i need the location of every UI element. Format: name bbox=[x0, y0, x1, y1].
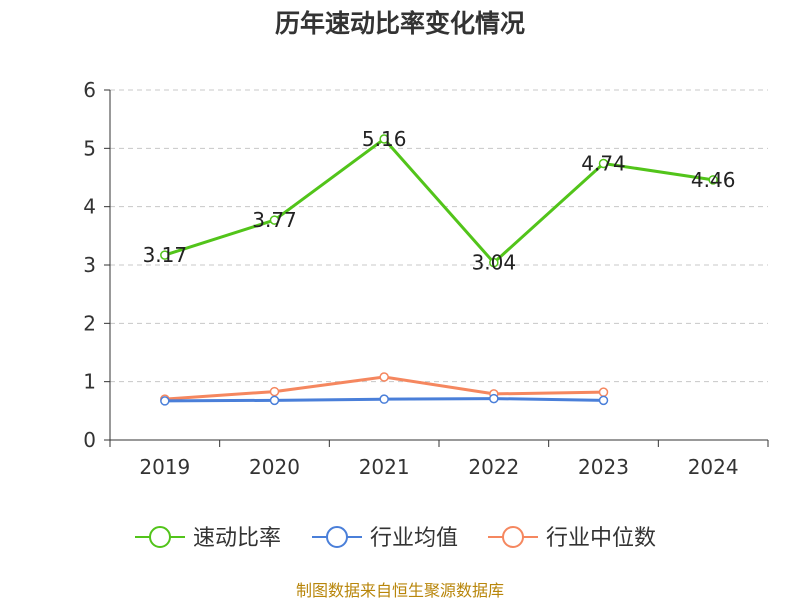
data-point bbox=[489, 393, 499, 404]
legend-label: 速动比率 bbox=[193, 526, 281, 551]
data-point bbox=[708, 175, 718, 185]
data-point bbox=[160, 396, 170, 406]
x-tick-label: 2023 bbox=[578, 455, 629, 479]
data-label: 3.17 bbox=[143, 243, 188, 267]
grid-lines bbox=[110, 89, 768, 383]
x-tick-label: 2021 bbox=[359, 455, 410, 479]
data-label: 3.04 bbox=[472, 251, 517, 275]
y-tick-label: 0 bbox=[83, 428, 96, 452]
data-label: 5.16 bbox=[362, 127, 407, 151]
data-point bbox=[598, 387, 609, 397]
data-point bbox=[598, 395, 609, 406]
data-point bbox=[489, 257, 499, 268]
data-point bbox=[269, 215, 280, 225]
legend-marker bbox=[326, 526, 348, 548]
chart-title: 历年速动比率变化情况 bbox=[274, 9, 525, 38]
data-point bbox=[598, 158, 609, 169]
x-tick-label: 2022 bbox=[468, 455, 519, 479]
legend-label: 行业中位数 bbox=[546, 526, 656, 551]
y-tick-label: 1 bbox=[83, 370, 96, 394]
data-point bbox=[269, 395, 280, 406]
y-tick-label: 4 bbox=[83, 195, 96, 219]
legend-label: 行业均值 bbox=[370, 526, 458, 551]
x-tick-label: 2020 bbox=[249, 455, 300, 479]
data-labels: 3.17 3.77 5.16 3.04 4.74 4.46 bbox=[143, 127, 736, 275]
legend: 速动比率 行业均值 行业中位数 bbox=[135, 526, 656, 551]
y-tick-label: 2 bbox=[83, 311, 96, 335]
series bbox=[160, 134, 718, 406]
source-note: 制图数据来自恒生聚源数据库 bbox=[295, 581, 504, 600]
data-point bbox=[160, 250, 170, 260]
data-point bbox=[379, 372, 389, 382]
y-tick-label: 5 bbox=[83, 136, 96, 160]
y-tick-label: 3 bbox=[83, 253, 96, 277]
data-label: 4.74 bbox=[581, 152, 626, 176]
y-tick-label: 6 bbox=[83, 78, 96, 102]
x-tick-label: 2019 bbox=[139, 455, 190, 479]
data-label: 4.46 bbox=[691, 168, 736, 192]
x-tick-label: 2024 bbox=[688, 455, 739, 479]
data-point bbox=[269, 386, 280, 397]
axes: 0 1 2 3 4 5 6 2019 2020 2021 2022 2023 2024 bbox=[83, 78, 769, 479]
data-point bbox=[379, 394, 389, 404]
data-label: 3.77 bbox=[252, 208, 297, 232]
legend-marker bbox=[502, 526, 524, 548]
series-line bbox=[164, 137, 714, 265]
legend-marker bbox=[149, 526, 171, 548]
data-point bbox=[379, 134, 389, 144]
